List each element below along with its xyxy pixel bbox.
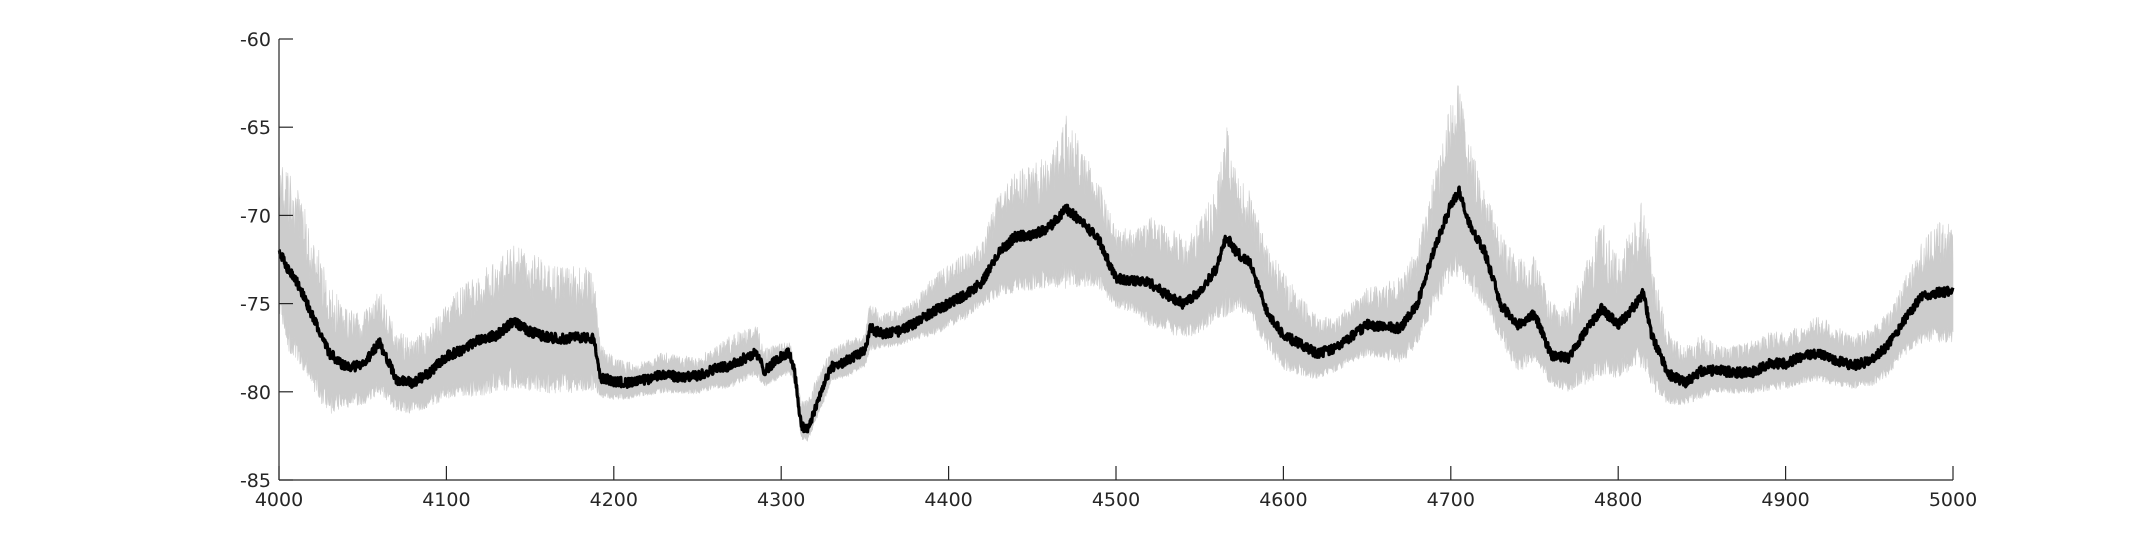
y-tick-label: -75 (240, 294, 271, 316)
y-tick-label: -65 (240, 117, 271, 139)
y-tick-label: -80 (240, 382, 271, 404)
y-tick-label: -85 (240, 470, 271, 492)
x-tick-label: 4400 (924, 489, 972, 511)
y-tick-label: -60 (240, 29, 271, 51)
plot-area (277, 85, 1955, 442)
y-tick-label: -70 (240, 205, 271, 227)
y-axis-ticks: -60 -65 -70 -75 -80 -85 (240, 29, 293, 492)
x-tick-label: 4300 (757, 489, 805, 511)
x-tick-label: 4900 (1761, 489, 1809, 511)
series-mean-line (277, 185, 1955, 434)
x-tick-label: 5000 (1929, 489, 1977, 511)
x-tick-label: 4700 (1427, 489, 1475, 511)
x-axis-ticks: 4000 4100 4200 4300 4400 4500 4600 4700 4800 4900… (255, 466, 1977, 511)
x-tick-label: 4200 (590, 489, 638, 511)
x-tick-label: 4600 (1259, 489, 1307, 511)
x-tick-label: 4100 (422, 489, 470, 511)
series-band (278, 85, 1954, 442)
x-tick-label: 4000 (255, 489, 303, 511)
x-tick-label: 4800 (1594, 489, 1642, 511)
x-tick-label: 4500 (1092, 489, 1140, 511)
